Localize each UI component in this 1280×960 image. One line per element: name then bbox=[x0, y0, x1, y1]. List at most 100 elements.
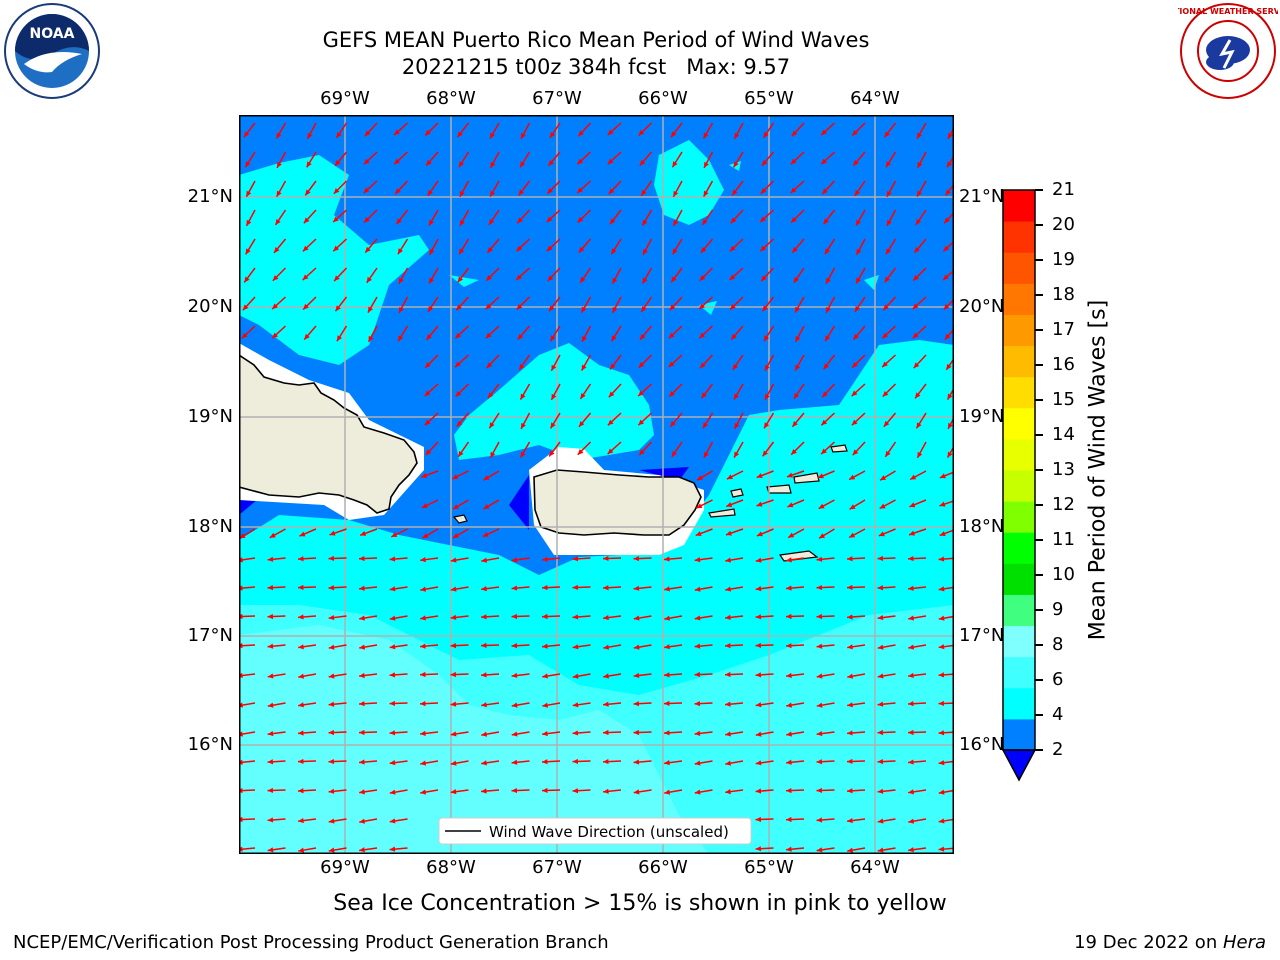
wind-wave-arrowhead bbox=[643, 248, 648, 255]
wind-wave-arrowhead bbox=[734, 422, 740, 429]
wind-wave-arrowhead bbox=[756, 501, 763, 507]
wind-wave-arrowhead bbox=[428, 219, 434, 226]
wind-wave-arrowhead bbox=[452, 504, 459, 510]
wind-wave-arrowhead bbox=[389, 615, 396, 621]
wind-wave-arrowhead bbox=[847, 847, 854, 853]
wind-wave-arrowhead bbox=[578, 130, 584, 137]
wind-wave-arrowhead bbox=[246, 190, 252, 197]
wind-wave-arrowhead bbox=[542, 643, 548, 649]
wind-wave-arrowhead bbox=[755, 614, 762, 620]
wind-wave-arrowhead bbox=[763, 335, 770, 342]
lat-label-right: 16°N bbox=[959, 734, 1005, 755]
wind-wave-arrowhead bbox=[359, 701, 365, 707]
footer-date-text: 19 Dec 2022 on bbox=[1074, 932, 1223, 953]
wave-period-cyan-east bbox=[917, 347, 954, 415]
wind-wave-arrowhead bbox=[786, 816, 792, 823]
wind-wave-arrowhead bbox=[880, 475, 887, 481]
wind-wave-arrowhead bbox=[638, 362, 645, 368]
lon-label-top: 67°W bbox=[532, 88, 582, 109]
wind-wave-arrowhead bbox=[760, 245, 767, 252]
wind-wave-arrowhead bbox=[367, 306, 373, 313]
wind-wave-arrowhead bbox=[886, 219, 892, 226]
wind-wave-arrowhead bbox=[908, 530, 915, 536]
wind-wave-arrowhead bbox=[425, 129, 431, 136]
wind-wave-arrowhead bbox=[702, 422, 709, 429]
wind-wave-arrowhead bbox=[239, 533, 246, 539]
wind-wave-arrowhead bbox=[550, 422, 556, 429]
wind-wave-arrowhead bbox=[755, 586, 762, 592]
wind-wave-arrowhead bbox=[790, 187, 797, 194]
wind-wave-arrowhead bbox=[485, 332, 492, 339]
wind-wave-arrowhead bbox=[610, 218, 616, 225]
colorbar-bin bbox=[1003, 656, 1035, 689]
wind-wave-arrowhead bbox=[577, 158, 584, 165]
wind-wave-arrowhead bbox=[938, 760, 945, 766]
wind-wave-arrowhead bbox=[755, 702, 762, 708]
wind-wave-arrowhead bbox=[457, 276, 464, 283]
wind-wave-arrowhead bbox=[359, 789, 365, 795]
wind-wave-arrowhead bbox=[577, 216, 584, 223]
wind-wave-arrowhead bbox=[853, 333, 859, 340]
wind-wave-arrowhead bbox=[363, 187, 370, 194]
wind-wave-arrowhead bbox=[725, 701, 731, 707]
wind-wave-arrowhead bbox=[551, 393, 557, 400]
wind-wave-arrowhead bbox=[520, 132, 526, 139]
wind-wave-arrowhead bbox=[733, 161, 739, 168]
wind-wave-arrowhead bbox=[786, 643, 792, 649]
colorbar-bin bbox=[1003, 718, 1035, 751]
wind-wave-arrowhead bbox=[908, 672, 914, 679]
wind-wave-arrowhead bbox=[786, 672, 792, 679]
wind-wave-arrowhead bbox=[482, 531, 489, 537]
wind-wave-arrowhead bbox=[790, 158, 797, 165]
map-panel: Wind Wave Direction (unscaled) bbox=[239, 115, 954, 854]
wind-wave-arrowhead bbox=[267, 702, 274, 708]
wind-wave-arrowhead bbox=[847, 788, 853, 794]
wind-wave-arrowhead bbox=[328, 555, 335, 562]
colorbar-tick-mark bbox=[1035, 224, 1043, 226]
wind-wave-arrowhead bbox=[725, 731, 731, 737]
wind-wave-arrowhead bbox=[633, 672, 640, 679]
wind-wave-arrowhead bbox=[542, 759, 548, 765]
wind-wave-arrowhead bbox=[485, 303, 492, 310]
wind-wave-arrowhead bbox=[267, 613, 274, 620]
wind-wave-arrowhead bbox=[725, 586, 732, 592]
wind-wave-arrowhead bbox=[883, 304, 889, 311]
wind-wave-arrowhead bbox=[883, 420, 890, 427]
lat-label-right: 20°N bbox=[959, 296, 1005, 317]
wind-wave-arrowhead bbox=[572, 788, 579, 794]
map-frame bbox=[239, 115, 954, 854]
wind-wave-arrowhead bbox=[572, 644, 579, 650]
wind-wave-arrowhead bbox=[359, 847, 365, 853]
wind-wave-arrowhead bbox=[938, 846, 945, 852]
wind-wave-arrowhead bbox=[577, 449, 584, 455]
wind-wave-arrowhead bbox=[298, 644, 304, 650]
wind-wave-arrowhead bbox=[298, 758, 304, 765]
wind-wave-arrowhead bbox=[696, 503, 703, 509]
wind-wave-arrowhead bbox=[457, 131, 463, 138]
footer-host: Hera bbox=[1222, 932, 1266, 953]
wind-wave-arrowhead bbox=[817, 473, 824, 479]
wind-wave-arrowhead bbox=[420, 643, 426, 649]
wind-wave-arrowhead bbox=[328, 673, 335, 679]
wind-wave-arrowhead bbox=[704, 161, 709, 168]
wind-wave-arrowhead bbox=[856, 219, 861, 226]
wind-wave-arrowhead bbox=[299, 531, 306, 537]
colorbar-bin bbox=[1003, 314, 1035, 347]
colorbar-tick-label: 6 bbox=[1052, 669, 1064, 690]
wind-wave-arrowhead bbox=[328, 758, 335, 765]
colorbar-tick-mark bbox=[1035, 749, 1043, 751]
colorbar-tick-label: 14 bbox=[1052, 424, 1075, 445]
wind-wave-arrowhead bbox=[908, 847, 914, 853]
wind-wave-arrowhead bbox=[429, 248, 435, 255]
wind-wave-arrowhead bbox=[795, 306, 800, 313]
colorbar-tick-label: 2 bbox=[1052, 739, 1064, 760]
wind-wave-arrowhead bbox=[269, 532, 276, 538]
wind-wave-arrowhead bbox=[450, 789, 457, 795]
wind-wave-arrowhead bbox=[821, 158, 828, 165]
wind-wave-arrowhead bbox=[245, 161, 251, 168]
colorbar-tick-label: 16 bbox=[1052, 354, 1075, 375]
colorbar-tick-label: 15 bbox=[1052, 389, 1075, 410]
wind-wave-arrowhead bbox=[877, 644, 884, 650]
lon-label-bottom: 69°W bbox=[320, 857, 370, 878]
wind-wave-arrowhead bbox=[633, 789, 640, 795]
